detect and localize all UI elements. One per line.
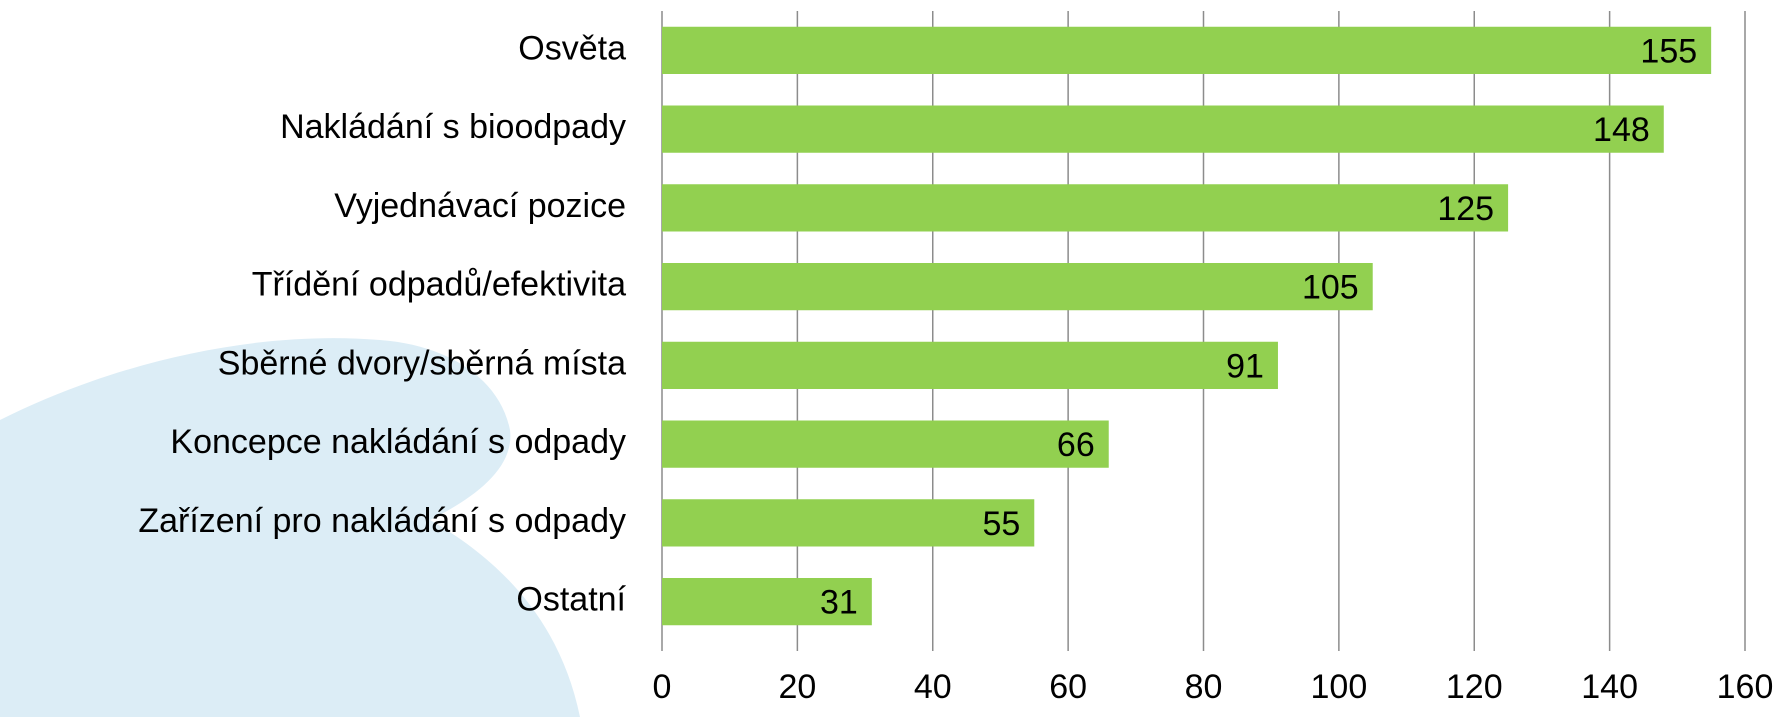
x-tick-label: 60 [1049, 668, 1087, 706]
value-label: 155 [1640, 32, 1697, 70]
bar [662, 26, 1712, 74]
y-tick-label: Ostatní [516, 581, 626, 619]
value-label: 55 [982, 505, 1020, 543]
y-tick-label: Zařízení pro nakládání s odpady [138, 502, 626, 540]
background-shape [0, 338, 580, 717]
x-tick-label: 160 [1717, 668, 1774, 706]
x-tick-label: 0 [653, 668, 672, 706]
y-tick-label: Sběrné dvory/sběrná místa [218, 344, 626, 382]
y-tick-label: Koncepce nakládání s odpady [170, 423, 626, 461]
bar [662, 341, 1278, 389]
value-label: 31 [820, 584, 858, 622]
x-tick-label: 40 [914, 668, 952, 706]
y-tick-label: Vyjednávací pozice [334, 187, 626, 225]
value-label: 125 [1437, 190, 1494, 228]
x-tick-label: 140 [1581, 668, 1638, 706]
bar [662, 105, 1664, 153]
x-tick-label: 120 [1446, 668, 1503, 706]
bar [662, 184, 1509, 232]
y-tick-label: Nakládání s bioodpady [280, 108, 626, 146]
bar [662, 420, 1109, 468]
value-label: 91 [1226, 347, 1264, 385]
value-label: 148 [1593, 111, 1650, 149]
bar [662, 499, 1035, 547]
x-tick-label: 100 [1311, 668, 1368, 706]
y-tick-label: Třídění odpadů/efektivita [252, 266, 626, 304]
bar [662, 263, 1373, 311]
x-tick-label: 20 [778, 668, 816, 706]
y-tick-label: Osvěta [518, 29, 626, 67]
bar [662, 578, 872, 626]
value-label: 105 [1302, 269, 1359, 307]
x-tick-label: 80 [1185, 668, 1223, 706]
value-label: 66 [1057, 426, 1095, 464]
